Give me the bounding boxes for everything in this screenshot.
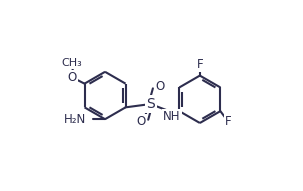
Text: O: O — [155, 80, 165, 93]
Text: CH₃: CH₃ — [62, 58, 83, 68]
Text: O: O — [136, 115, 146, 128]
Text: O: O — [68, 71, 77, 84]
Text: NH: NH — [163, 110, 181, 123]
Text: F: F — [225, 114, 232, 128]
Text: S: S — [146, 97, 155, 111]
Text: F: F — [197, 58, 203, 71]
Text: H₂N: H₂N — [64, 113, 86, 126]
